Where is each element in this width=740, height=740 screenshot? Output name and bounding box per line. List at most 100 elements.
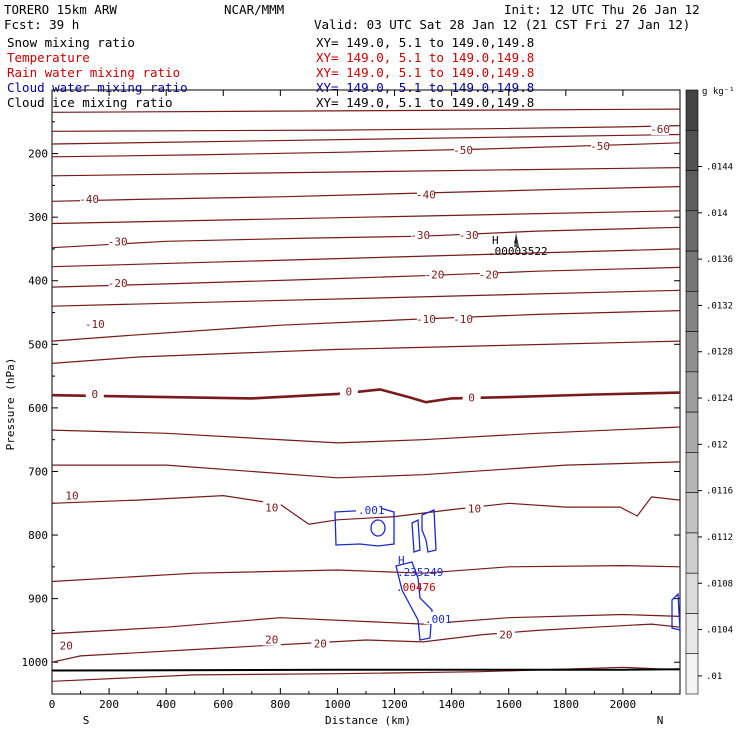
- isotherm-line: [51, 142, 681, 158]
- x-tick-label: 1400: [438, 698, 465, 711]
- colorbar-tick-label: .0144: [706, 163, 733, 173]
- colorbar-bin: [685, 170, 699, 212]
- isotherm-line: [51, 340, 681, 364]
- colorbar-bin: [685, 653, 699, 695]
- legend: Snow mixing ratio XY= 149.0, 5.1 to 149.0…: [7, 35, 534, 110]
- colorbar-tick-label: .0128: [706, 348, 733, 358]
- isotherm-label: -20: [425, 269, 445, 282]
- colorbar-bin: [685, 572, 699, 614]
- center-title: NCAR/MMM: [224, 2, 284, 17]
- isotherm-label-bg: [496, 628, 515, 641]
- isotherm-label-bg: [465, 502, 484, 515]
- isotherm-line: [51, 167, 681, 177]
- isotherm-label: -10: [416, 313, 436, 326]
- isotherm-label-bg: [459, 229, 478, 242]
- isotherm-label-bg: [416, 313, 435, 326]
- isotherm-label: 0: [92, 388, 99, 401]
- isotherm-label-bg: [262, 501, 281, 514]
- x-tick-label: 200: [99, 698, 119, 711]
- y-axis-label: Pressure (hPa): [4, 358, 17, 451]
- colorbar-tick-label: .0104: [706, 626, 733, 636]
- colorbar-tick-label: .012: [706, 440, 728, 450]
- isotherm-line: [51, 186, 681, 202]
- isotherm-label-bg: [651, 123, 670, 136]
- x-tick-label: 800: [270, 698, 290, 711]
- isotherm-label: 10: [65, 489, 78, 502]
- isotherm-label: 10: [265, 501, 278, 514]
- legend-range: XY= 149.0, 5.1 to 149.0,149.8: [316, 35, 534, 50]
- isotherm-line: [51, 666, 681, 682]
- cloud-water-label-bg: [356, 503, 382, 515]
- isotherm-line: [51, 248, 681, 268]
- colorbar-bin: [685, 331, 699, 373]
- legend-entry: Cloud water mixing ratio: [7, 80, 188, 95]
- isotherm-line: [51, 494, 681, 525]
- isotherm-label: -30: [108, 236, 128, 249]
- rain-max-value: .00476: [396, 581, 436, 594]
- x-tick-label: 1200: [381, 698, 408, 711]
- legend-range: XY= 149.0, 5.1 to 149.0,149.8: [316, 50, 534, 65]
- isotherm-label-bg: [108, 235, 127, 248]
- cloud-max-value: .235249: [397, 566, 443, 579]
- legend-entry: Snow mixing ratio: [7, 35, 135, 50]
- isotherm-label: -50: [453, 144, 473, 157]
- isotherm-label-bg: [311, 637, 330, 650]
- isotherm-label: -40: [79, 193, 99, 206]
- isotherm-label: 0: [346, 386, 353, 399]
- isotherm-label-bg: [591, 140, 610, 153]
- isotherm-label: 20: [265, 634, 278, 647]
- legend-entry: Cloud ice mixing ratio: [7, 95, 173, 110]
- cloud-water-label: .001: [425, 613, 452, 626]
- y-tick-label: 500: [28, 338, 48, 351]
- colorbar-bin: [685, 89, 699, 131]
- x-tick-label: 0: [49, 698, 56, 711]
- cloud-water-contour: [370, 519, 386, 537]
- plot-area: 0 200 400 600 800 1000 1200 1400 1600 1800 2000100…: [22, 89, 681, 711]
- isotherm-line: [51, 125, 681, 132]
- isotherm-label: -30: [410, 229, 430, 242]
- cloud-water-contour: [395, 561, 433, 641]
- colorbar-bin: [685, 532, 699, 574]
- isotherm-label-bg: [339, 385, 358, 398]
- forecast-hour: Fcst: 39 h: [4, 17, 79, 32]
- isotherm-line: [51, 226, 681, 249]
- isotherm-line: [51, 108, 681, 113]
- snow-max-value: .00003522: [488, 245, 548, 258]
- colorbar-bin: [685, 210, 699, 252]
- isotherm-line: [51, 289, 681, 307]
- isotherm-line: [51, 426, 681, 444]
- legend-range: XY= 149.0, 5.1 to 149.0,149.8: [316, 80, 534, 95]
- isotherm-label: -10: [85, 318, 105, 331]
- colorbar-bin: [685, 492, 699, 534]
- isotherm-label: 10: [468, 503, 481, 516]
- x-tick-label: 600: [213, 698, 233, 711]
- colorbar-tick-label: .0132: [706, 301, 733, 311]
- colorbar-bin: [685, 250, 699, 292]
- colorbar: .0144 .014 .0136 .0132 .0128 .0124 .012 .0116 .0…: [685, 87, 735, 695]
- isotherm-label: -10: [453, 313, 473, 326]
- cloud-water-contour: [411, 518, 421, 553]
- isotherm-label: 0: [468, 391, 475, 404]
- isotherm-line: [52, 461, 681, 479]
- colorbar-bin: [685, 613, 699, 655]
- colorbar-tick-label: .014: [706, 209, 728, 219]
- isotherm-label-bg: [62, 489, 81, 502]
- colorbar-bin: [685, 129, 699, 171]
- isotherm-label: 20: [60, 639, 73, 652]
- x-axis-label: Distance (km): [325, 714, 411, 727]
- colorbar-bin: [685, 371, 699, 413]
- south-label: S: [83, 714, 90, 727]
- cloud-water-label-bg: [424, 612, 448, 624]
- cloud-water-label: .001: [358, 504, 385, 517]
- snow-shading: [514, 236, 518, 243]
- isotherm-line: [51, 310, 681, 342]
- isotherm-label-bg: [57, 639, 76, 652]
- isotherm-label-bg: [262, 633, 281, 646]
- isotherm-line: [51, 388, 681, 404]
- isotherm-label-bg: [462, 391, 481, 404]
- y-tick-label: 600: [28, 402, 48, 415]
- isotherm-label: 20: [314, 637, 327, 650]
- isotherm-label-bg: [454, 313, 473, 326]
- isotherm-label: -60: [650, 123, 670, 136]
